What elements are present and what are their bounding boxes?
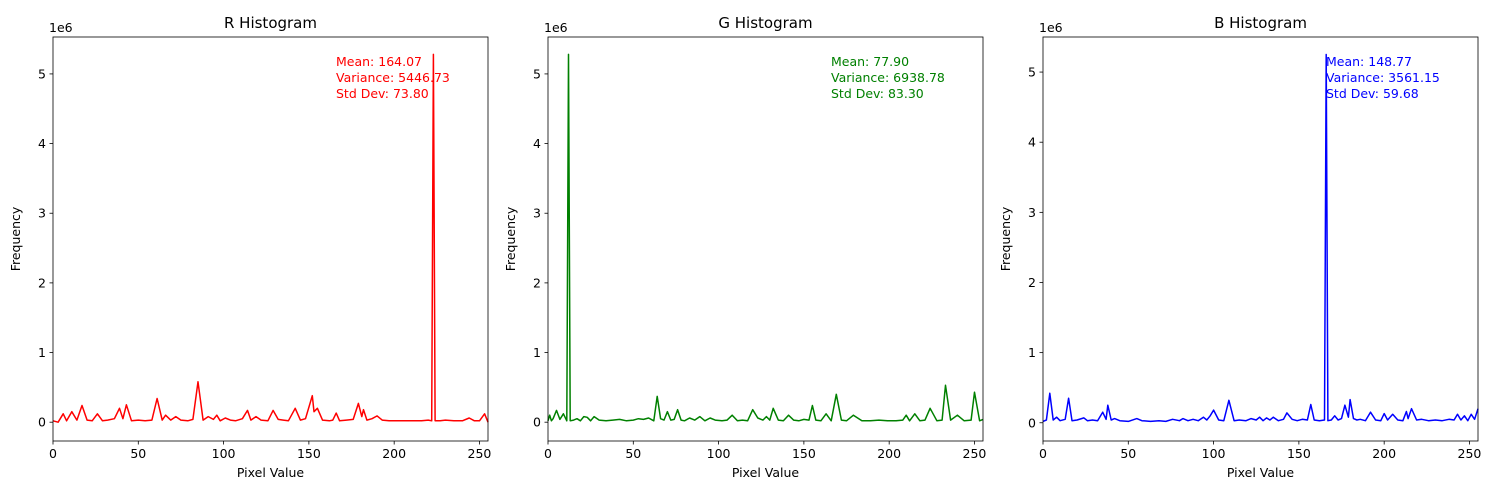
- y-tick-label: 0: [1028, 415, 1036, 430]
- series-line-1: [52, 53, 489, 423]
- y-tick-label: 3: [1028, 205, 1036, 220]
- stats-annotation: Mean: 164.07: [336, 54, 422, 69]
- x-tick-label: 200: [877, 446, 901, 461]
- x-tick-label: 250: [468, 446, 492, 461]
- chart-panel-3: 0 50 100 150 200 250 0 1 2 3 4 5 1e6 B Histogram Pixel…: [998, 14, 1481, 480]
- y-offset-label: 1e6: [49, 20, 73, 35]
- x-tick-label: 200: [382, 446, 406, 461]
- y-tick-label: 2: [38, 275, 46, 290]
- x-tick-label: 200: [1372, 446, 1396, 461]
- chart-panel-2: 0 50 100 150 200 250 0 1 2 3 4 5 1e6 G Histogram Pixel…: [503, 14, 986, 480]
- stats-annotation: Mean: 77.90: [831, 54, 909, 69]
- y-tick-label: 4: [38, 136, 46, 151]
- stats-annotation: Std Dev: 83.30: [831, 86, 924, 101]
- stats-annotation: Mean: 148.77: [1326, 54, 1412, 69]
- stats-annotation: Variance: 3561.15: [1326, 70, 1440, 85]
- x-tick-label: 250: [1458, 446, 1482, 461]
- y-tick-label: 3: [38, 206, 46, 221]
- x-tick-label: 0: [1039, 446, 1047, 461]
- x-tick-label: 0: [544, 446, 552, 461]
- y-tick-label: 4: [533, 136, 541, 151]
- y-tick-label: 1: [533, 345, 541, 360]
- x-tick-label: 150: [297, 446, 321, 461]
- x-tick-label: 50: [625, 446, 641, 461]
- x-axis-label: Pixel Value: [1227, 465, 1295, 480]
- chart-title: R Histogram: [224, 14, 317, 32]
- x-tick-label: 250: [963, 446, 987, 461]
- x-tick-label: 100: [707, 446, 731, 461]
- x-tick-label: 100: [1202, 446, 1226, 461]
- y-tick-label: 0: [38, 415, 46, 430]
- x-tick-label: 150: [792, 446, 816, 461]
- stats-annotation: Variance: 6938.78: [831, 70, 945, 85]
- y-tick-label: 5: [533, 66, 541, 81]
- chart-title: B Histogram: [1214, 14, 1307, 32]
- y-tick-label: 3: [533, 206, 541, 221]
- x-tick-label: 100: [212, 446, 236, 461]
- stats-annotation: Variance: 5446.73: [336, 70, 450, 85]
- y-tick-label: 5: [38, 66, 46, 81]
- stats-annotation: Std Dev: 59.68: [1326, 86, 1419, 101]
- x-tick-label: 50: [1120, 446, 1136, 461]
- y-tick-label: 1: [1028, 345, 1036, 360]
- y-tick-label: 5: [1028, 65, 1036, 80]
- y-offset-label: 1e6: [544, 20, 568, 35]
- stats-annotation: Std Dev: 73.80: [336, 86, 429, 101]
- plot-frame: [52, 36, 489, 442]
- series-line-1: [1042, 53, 1479, 423]
- x-tick-label: 150: [1287, 446, 1311, 461]
- y-tick-label: 0: [533, 415, 541, 430]
- chart-panel-1: 0 50 100 150 200 250 0 1 2 3 4 5 1e6 R Histogram Pixel…: [8, 14, 491, 480]
- y-tick-label: 1: [38, 345, 46, 360]
- plot-frame: [547, 36, 984, 442]
- y-tick-label: 2: [1028, 275, 1036, 290]
- x-tick-label: 0: [49, 446, 57, 461]
- chart-title: G Histogram: [718, 14, 812, 32]
- y-axis-label: Frequency: [998, 206, 1013, 271]
- y-tick-label: 4: [1028, 135, 1036, 150]
- x-axis-label: Pixel Value: [732, 465, 800, 480]
- y-tick-label: 2: [533, 275, 541, 290]
- x-axis-label: Pixel Value: [237, 465, 305, 480]
- y-axis-label: Frequency: [8, 206, 23, 271]
- y-axis-label: Frequency: [503, 206, 518, 271]
- x-tick-label: 50: [130, 446, 146, 461]
- y-offset-label: 1e6: [1039, 20, 1063, 35]
- plot-frame: [1042, 36, 1479, 442]
- series-line-1: [547, 53, 984, 422]
